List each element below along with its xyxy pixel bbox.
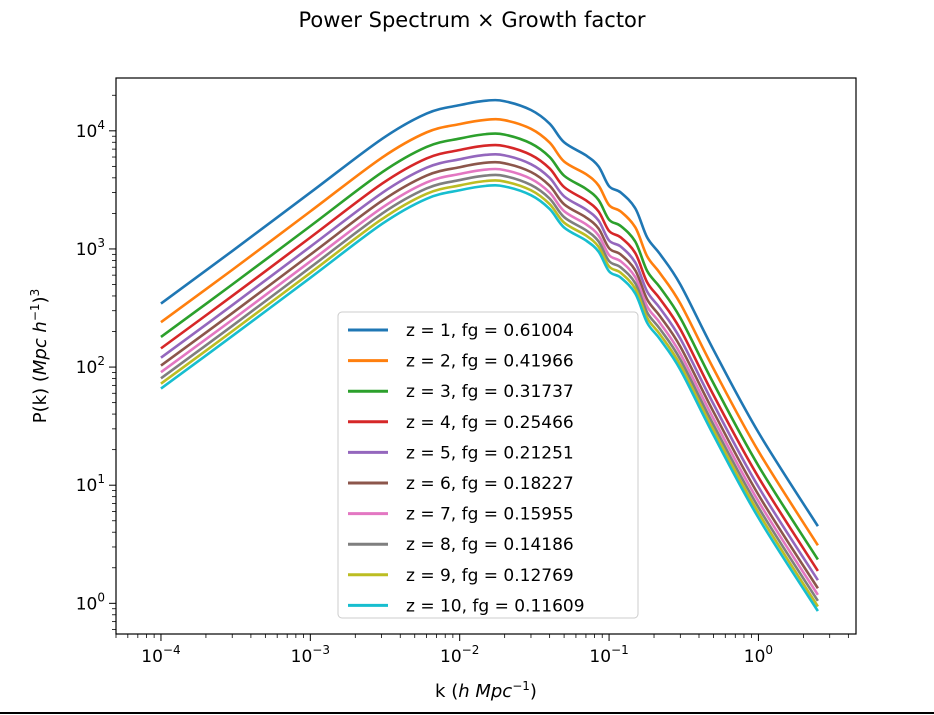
y-tick-label: 101 [76, 472, 105, 496]
legend-label: z = 8, fg = 0.14186 [406, 535, 574, 555]
y-tick-label: 102 [76, 354, 105, 378]
series-line-8 [160, 173, 819, 602]
legend-label: z = 7, fg = 0.15955 [406, 505, 574, 525]
axis-layer: 10−4 10−3 10−2 10−1 100 100 101 102 103 104 [76, 94, 849, 667]
series-line-7 [160, 167, 819, 596]
legend: z = 1, fg = 0.61004 z = 2, fg = 0.41966 z … [337, 311, 639, 619]
legend-label: z = 4, fg = 0.25466 [406, 413, 574, 433]
series-line-4 [160, 143, 819, 572]
x-tick-label: 10−2 [440, 643, 479, 667]
series-line-5 [160, 152, 819, 581]
legend-label: z = 3, fg = 0.31737 [406, 382, 574, 402]
plot-frame [115, 77, 857, 635]
x-tick-label: 10−3 [291, 643, 330, 667]
legend-label: z = 5, fg = 0.21251 [406, 443, 574, 463]
series-line-2 [160, 117, 819, 546]
bottom-rule [0, 712, 934, 714]
legend-label: z = 6, fg = 0.18227 [406, 474, 574, 494]
y-tick-label: 100 [76, 590, 105, 614]
legend-box [337, 311, 639, 619]
legend-label: z = 9, fg = 0.12769 [406, 566, 574, 586]
series-line-9 [160, 179, 819, 608]
legend-label: z = 10, fg = 0.11609 [406, 596, 585, 616]
y-tick-label: 104 [76, 118, 105, 142]
series-line-6 [160, 160, 819, 590]
legend-label: z = 2, fg = 0.41966 [406, 352, 574, 372]
y-axis-label: P(k) (Mpc h−1)3 [28, 289, 51, 423]
legend-label: z = 1, fg = 0.61004 [406, 321, 574, 341]
series-line-1 [160, 98, 819, 527]
series-layer [160, 98, 819, 612]
x-tick-label: 100 [744, 643, 773, 667]
x-tick-label: 10−1 [589, 643, 628, 667]
chart-title: Power Spectrum × Growth factor [298, 8, 645, 32]
series-line-10 [160, 184, 819, 612]
y-tick-label: 103 [76, 236, 105, 260]
x-tick-label: 10−4 [141, 643, 180, 667]
series-line-3 [160, 132, 819, 561]
x-axis-label: k (h Mpc−1) [435, 679, 537, 702]
